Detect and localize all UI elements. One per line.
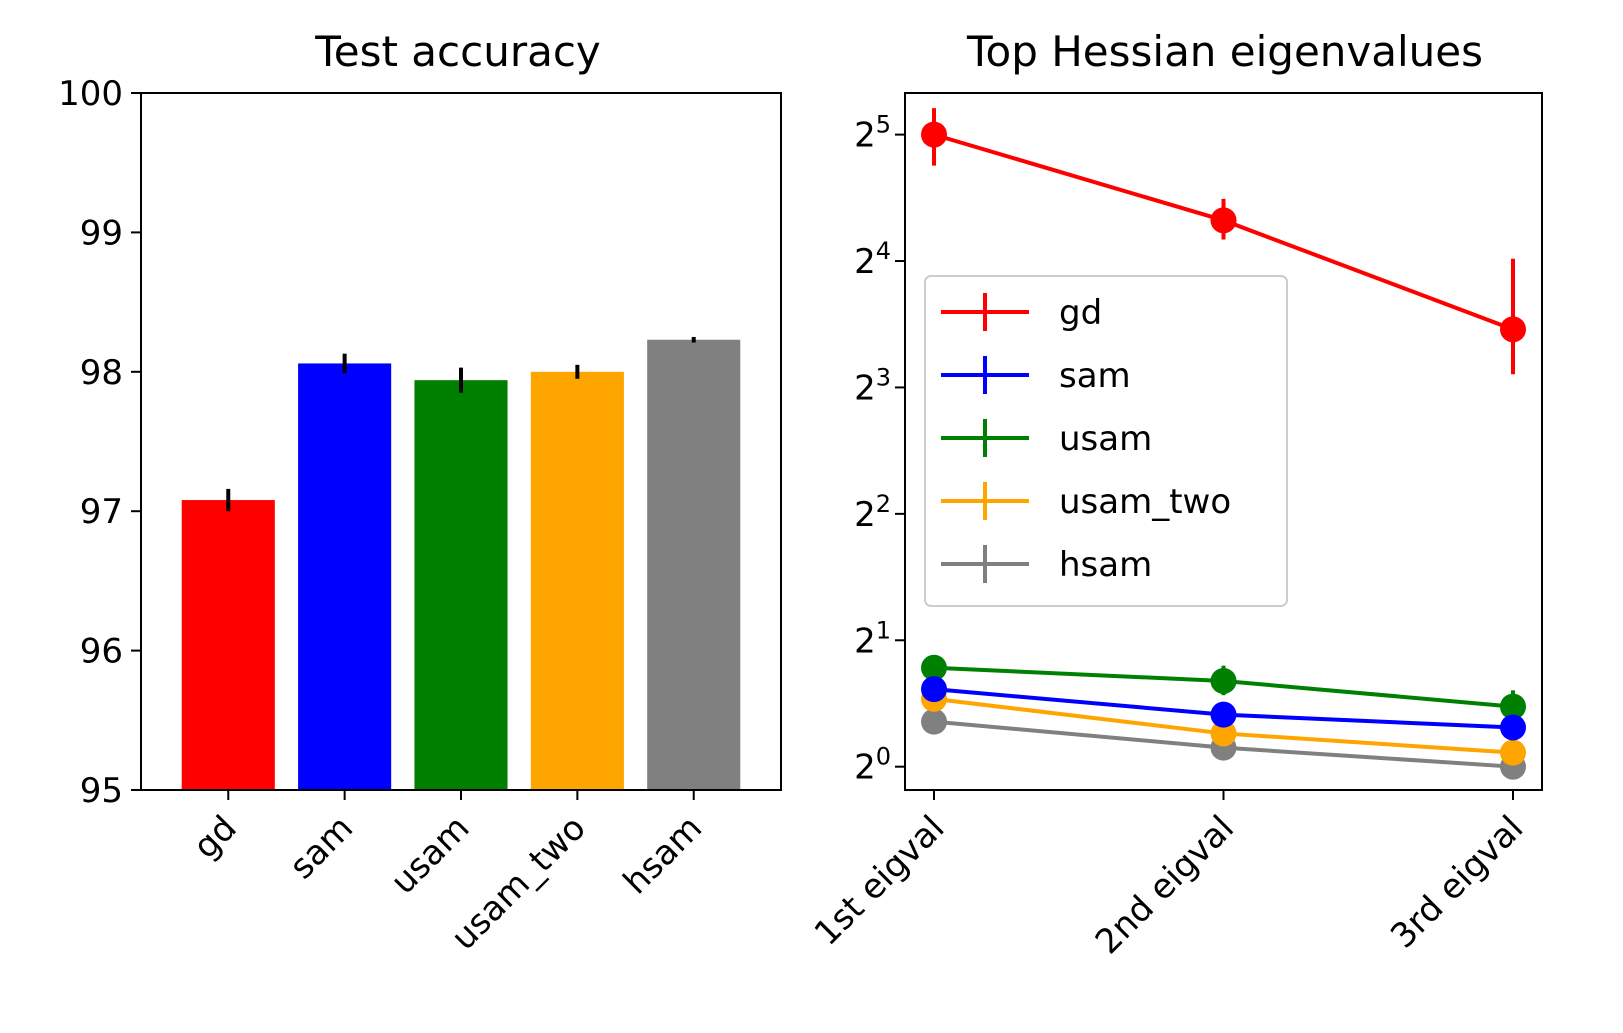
legend-item-sam: sam <box>941 356 1131 396</box>
bar-usam_two <box>530 371 624 790</box>
x-tick-label: 3rd eigval <box>1383 808 1531 956</box>
y-tick-label: 23 <box>854 363 891 408</box>
y-tick-label: 97 <box>80 492 123 532</box>
point-sam <box>921 676 947 703</box>
series-gd <box>921 108 1526 375</box>
y-tick-label: 95 <box>80 771 123 811</box>
point-gd <box>1500 316 1526 343</box>
series-sam <box>921 676 1526 741</box>
point-sam <box>1210 701 1237 728</box>
eigenvalue-x-axis: 1st eigval 2nd eigval 3rd eigval <box>807 790 1531 962</box>
x-tick-label: 2nd eigval <box>1088 808 1242 962</box>
y-tick-label: 25 <box>854 111 891 156</box>
legend-box <box>924 275 1288 607</box>
legend-label: hsam <box>1059 545 1152 585</box>
legend-item-usam: usam <box>941 419 1152 459</box>
x-tick-label: usam <box>383 808 477 902</box>
bar-usam <box>414 380 508 790</box>
legend-item-hsam: hsam <box>941 545 1152 585</box>
accuracy-plot-frame <box>140 92 782 791</box>
point-gd <box>921 121 947 148</box>
accuracy-y-axis: 95 96 97 98 99 100 <box>58 74 141 811</box>
point-usam <box>1500 693 1526 720</box>
eigenvalue-chart: Top Hessian eigenvalues 20 21 22 23 24 25 1st… <box>807 27 1543 962</box>
bar-gd <box>181 500 275 790</box>
accuracy-chart: Test accuracy 95 96 97 98 99 100 gd sam usamusa… <box>58 27 782 958</box>
legend-item-gd: gd <box>941 293 1102 333</box>
point-usam <box>921 654 947 681</box>
x-tick-label: gd <box>186 808 245 867</box>
eigenvalue-chart-title: Top Hessian eigenvalues <box>966 27 1483 76</box>
point-usam_two <box>1500 739 1526 766</box>
point-usam_two <box>1210 720 1237 747</box>
bar-sam <box>298 363 392 790</box>
accuracy-bars <box>181 336 741 790</box>
accuracy-chart-title: Test accuracy <box>314 27 601 76</box>
series-hsam <box>921 708 1526 780</box>
legend-item-usam_two: usam_two <box>941 482 1231 522</box>
x-tick-label: sam <box>282 808 361 887</box>
legend-label: usam_two <box>1059 482 1231 522</box>
point-hsam <box>921 708 947 735</box>
bar-hsam <box>647 339 741 790</box>
y-tick-label: 20 <box>854 743 891 788</box>
y-tick-label: 99 <box>80 213 123 253</box>
y-tick-label: 98 <box>80 353 123 393</box>
legend-label: sam <box>1059 356 1131 396</box>
eigenvalue-y-axis: 20 21 22 23 24 25 <box>854 111 905 788</box>
legend-label: usam <box>1059 419 1152 459</box>
x-tick-label: hsam <box>616 808 710 902</box>
eigenvalue-plot-frame <box>904 92 1543 791</box>
point-gd <box>1210 207 1237 234</box>
eigenvalue-series <box>921 108 1526 780</box>
y-tick-label: 96 <box>80 632 123 672</box>
y-tick-label: 100 <box>58 74 123 114</box>
point-usam <box>1210 667 1237 694</box>
series-usam <box>921 654 1526 722</box>
legend-label: gd <box>1059 293 1102 333</box>
x-tick-label: 1st eigval <box>807 808 953 954</box>
y-tick-label: 24 <box>854 237 891 282</box>
y-tick-label: 21 <box>854 616 891 661</box>
y-tick-label: 22 <box>854 490 891 535</box>
point-sam <box>1500 714 1526 741</box>
